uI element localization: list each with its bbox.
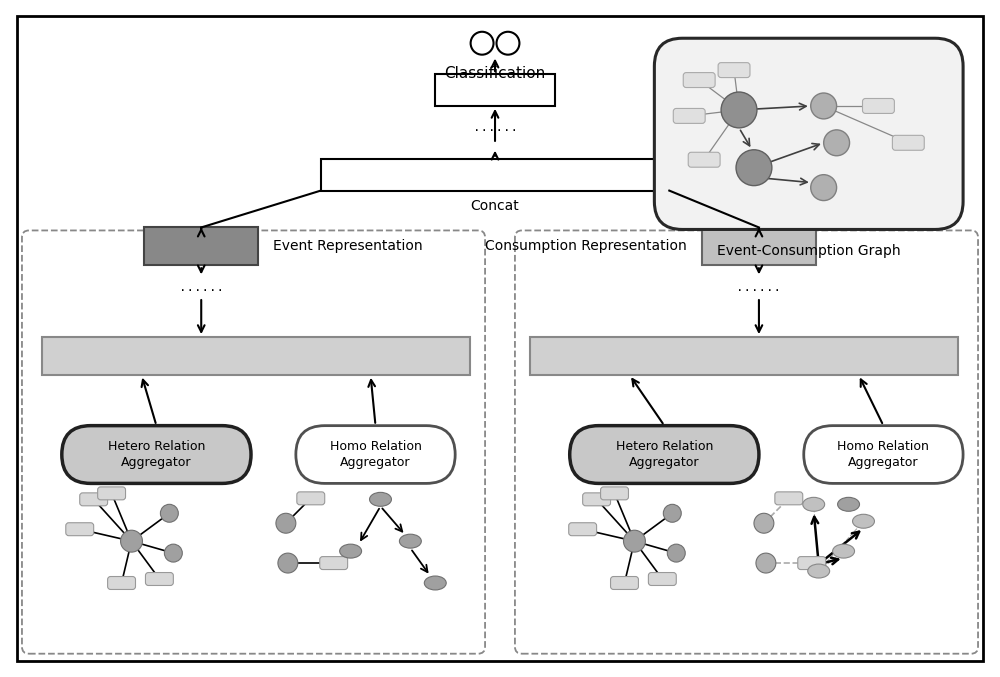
FancyBboxPatch shape [601, 487, 628, 500]
Circle shape [754, 513, 774, 533]
Ellipse shape [838, 498, 860, 511]
Circle shape [121, 530, 142, 552]
FancyBboxPatch shape [583, 493, 611, 506]
Circle shape [667, 544, 685, 562]
FancyBboxPatch shape [863, 98, 894, 114]
Circle shape [756, 553, 776, 573]
Circle shape [471, 32, 494, 55]
FancyBboxPatch shape [775, 492, 803, 505]
Circle shape [623, 530, 645, 552]
FancyBboxPatch shape [798, 556, 826, 569]
Text: Classification: Classification [444, 66, 546, 81]
Circle shape [824, 130, 850, 156]
FancyBboxPatch shape [804, 426, 963, 483]
Ellipse shape [853, 515, 874, 528]
FancyBboxPatch shape [688, 152, 720, 167]
FancyBboxPatch shape [683, 72, 715, 87]
FancyBboxPatch shape [892, 135, 924, 150]
Circle shape [736, 150, 772, 185]
Circle shape [811, 175, 837, 200]
FancyBboxPatch shape [611, 577, 638, 590]
FancyBboxPatch shape [144, 227, 258, 265]
FancyBboxPatch shape [570, 426, 759, 483]
Ellipse shape [424, 576, 446, 590]
Circle shape [164, 544, 182, 562]
Text: Consumption Representation: Consumption Representation [485, 240, 687, 253]
FancyBboxPatch shape [702, 227, 816, 265]
FancyBboxPatch shape [718, 63, 750, 78]
Text: Concat: Concat [471, 198, 519, 213]
FancyBboxPatch shape [569, 523, 597, 536]
Circle shape [160, 504, 178, 522]
Circle shape [276, 513, 296, 533]
Text: Homo Relation
Aggregator: Homo Relation Aggregator [837, 440, 929, 469]
Ellipse shape [340, 544, 362, 558]
FancyBboxPatch shape [648, 573, 676, 586]
FancyBboxPatch shape [62, 426, 251, 483]
Circle shape [811, 93, 837, 119]
Text: Homo Relation
Aggregator: Homo Relation Aggregator [330, 440, 421, 469]
Circle shape [497, 32, 519, 55]
Text: Event Representation: Event Representation [273, 240, 423, 253]
Circle shape [721, 92, 757, 128]
FancyBboxPatch shape [435, 74, 555, 106]
FancyBboxPatch shape [42, 337, 470, 375]
FancyBboxPatch shape [530, 337, 958, 375]
FancyBboxPatch shape [66, 523, 94, 536]
Text: ......: ...... [473, 121, 518, 134]
Circle shape [663, 504, 681, 522]
FancyBboxPatch shape [296, 426, 455, 483]
FancyBboxPatch shape [145, 573, 173, 586]
FancyBboxPatch shape [17, 16, 983, 661]
Text: Hetero Relation
Aggregator: Hetero Relation Aggregator [616, 440, 713, 469]
FancyBboxPatch shape [98, 487, 126, 500]
Ellipse shape [808, 564, 830, 578]
FancyBboxPatch shape [673, 108, 705, 123]
Ellipse shape [399, 534, 421, 548]
FancyBboxPatch shape [654, 38, 963, 230]
Text: Event-Consumption Graph: Event-Consumption Graph [717, 244, 901, 259]
Text: ......: ...... [736, 281, 781, 294]
FancyBboxPatch shape [297, 492, 325, 505]
FancyBboxPatch shape [321, 158, 669, 191]
Text: ......: ...... [179, 281, 224, 294]
FancyBboxPatch shape [320, 556, 348, 569]
FancyBboxPatch shape [108, 577, 136, 590]
Circle shape [278, 553, 298, 573]
Text: Hetero Relation
Aggregator: Hetero Relation Aggregator [108, 440, 205, 469]
Ellipse shape [803, 498, 825, 511]
Ellipse shape [833, 544, 855, 558]
Ellipse shape [370, 492, 391, 506]
FancyBboxPatch shape [80, 493, 108, 506]
